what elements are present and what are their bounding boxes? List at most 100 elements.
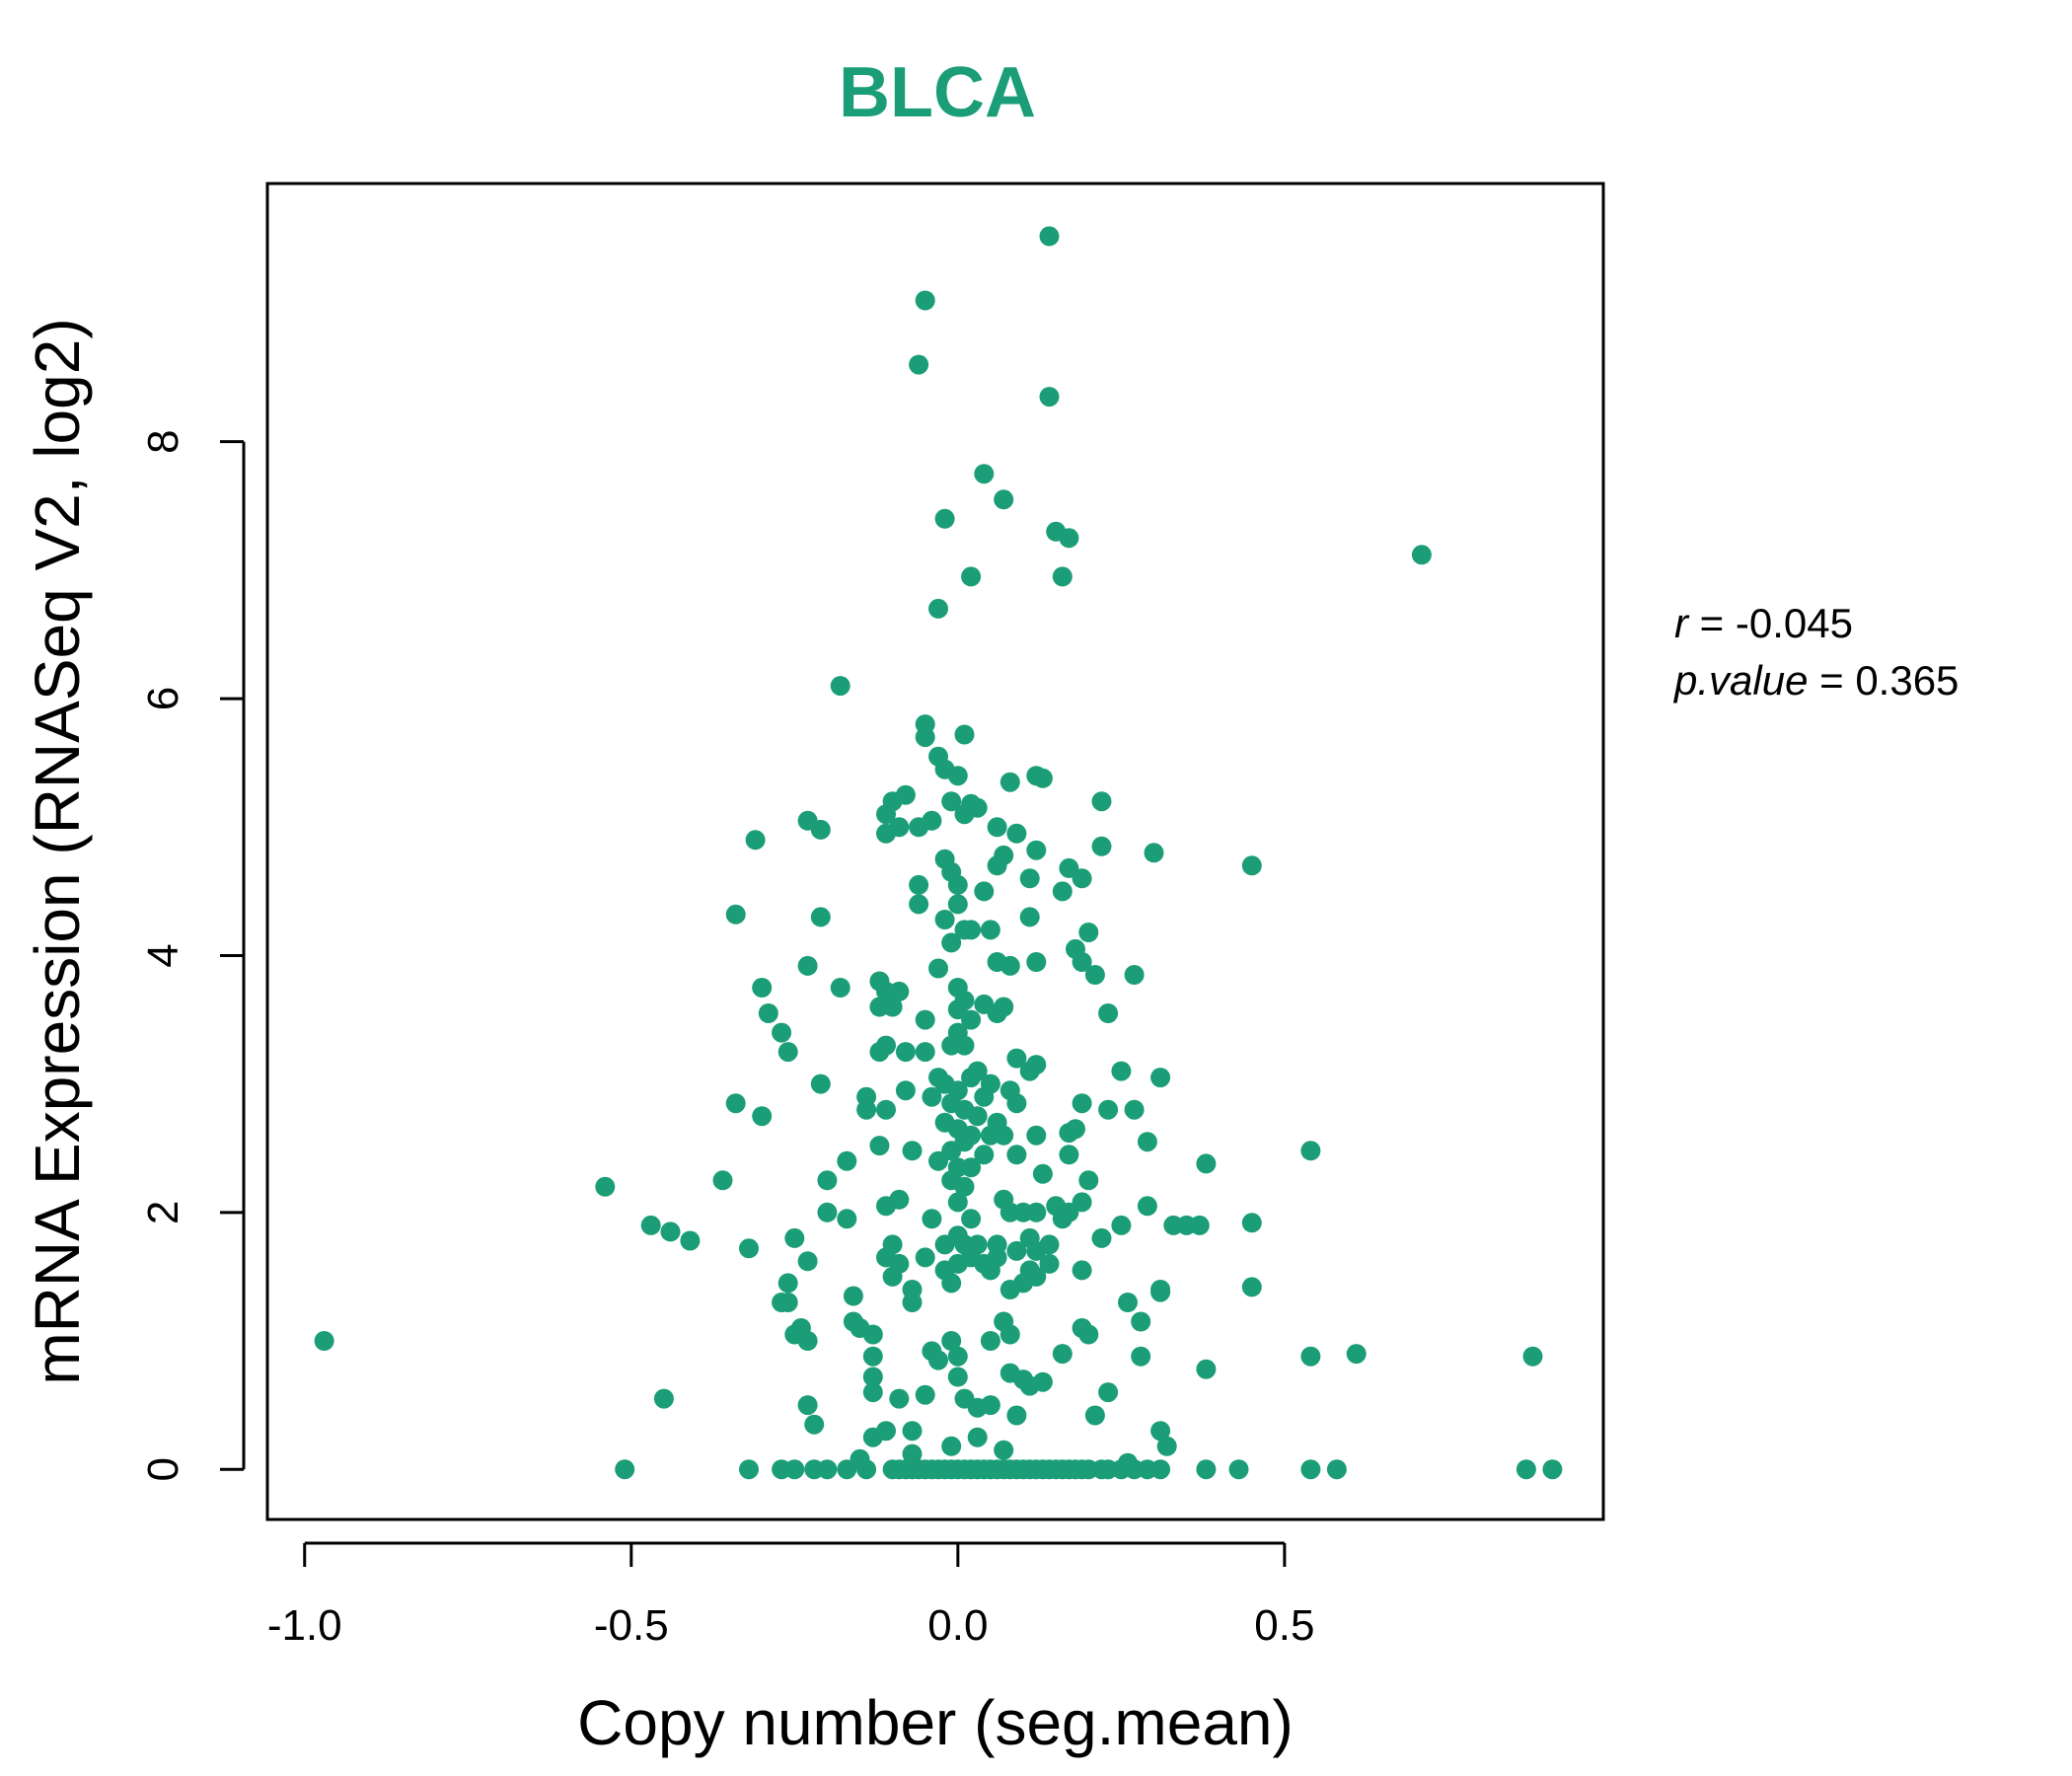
data-point	[928, 958, 948, 979]
data-point	[797, 1395, 818, 1416]
data-point	[1300, 1346, 1321, 1367]
data-point	[1300, 1459, 1321, 1480]
data-point	[1131, 1311, 1151, 1332]
data-point	[784, 1227, 805, 1248]
data-point	[967, 797, 988, 818]
stat-p-equals: =	[1808, 657, 1855, 703]
data-point	[1026, 1125, 1047, 1146]
data-point	[980, 920, 1000, 940]
data-point	[1039, 226, 1060, 247]
data-point	[1078, 1170, 1099, 1191]
data-point	[889, 1189, 910, 1210]
data-point	[1137, 1196, 1157, 1217]
data-point	[889, 817, 910, 838]
x-tick-label: -0.5	[594, 1601, 669, 1650]
data-point	[1059, 1145, 1079, 1165]
data-point	[752, 978, 773, 998]
data-point	[882, 997, 903, 1017]
data-point	[947, 766, 968, 786]
data-point	[915, 290, 935, 311]
data-point	[1228, 1459, 1249, 1480]
data-point	[1059, 528, 1079, 549]
data-point	[830, 978, 851, 998]
data-point	[856, 1099, 877, 1120]
data-point	[947, 1367, 968, 1387]
data-point	[947, 1080, 968, 1101]
data-point	[1516, 1459, 1536, 1480]
data-point	[994, 1440, 1014, 1460]
data-point	[1072, 1192, 1092, 1213]
data-point	[941, 1436, 962, 1456]
data-point	[817, 1459, 838, 1480]
data-point	[1019, 868, 1040, 889]
data-point	[1006, 1240, 1027, 1261]
chart-title: BLCA	[839, 53, 1036, 132]
data-point	[980, 1331, 1000, 1351]
data-point	[712, 1170, 733, 1191]
y-tick-label: 2	[139, 1201, 187, 1224]
data-point	[1032, 1371, 1053, 1392]
data-point	[1098, 1003, 1119, 1023]
data-point	[928, 1350, 948, 1370]
data-point	[961, 920, 982, 940]
data-point	[1072, 952, 1092, 972]
data-point	[994, 1125, 1014, 1146]
data-point	[967, 1234, 988, 1255]
data-point	[817, 1202, 838, 1222]
data-point	[967, 1106, 988, 1127]
data-point	[1124, 1099, 1145, 1120]
data-point	[1078, 923, 1099, 942]
y-tick-label: 0	[139, 1457, 187, 1481]
data-point	[772, 1022, 792, 1043]
data-point	[961, 1157, 982, 1178]
stat-r-equals: =	[1688, 600, 1736, 646]
data-point	[1131, 1346, 1151, 1367]
data-point	[1189, 1215, 1210, 1235]
data-point	[797, 1251, 818, 1272]
data-point	[1137, 1132, 1157, 1152]
data-point	[967, 1427, 988, 1447]
data-point	[974, 464, 995, 484]
data-point	[1026, 1266, 1047, 1287]
data-point	[862, 1367, 883, 1387]
data-point	[1124, 965, 1145, 985]
data-point	[915, 1247, 935, 1268]
x-tick-label: -1.0	[267, 1601, 342, 1650]
data-point	[994, 845, 1014, 865]
data-point	[895, 1042, 916, 1063]
data-point	[934, 508, 955, 529]
data-point	[909, 874, 929, 895]
data-point	[752, 1106, 773, 1127]
data-point	[1300, 1141, 1321, 1161]
data-point	[1026, 840, 1047, 860]
x-axis-label: Copy number (seg.mean)	[577, 1687, 1294, 1758]
data-point	[725, 904, 746, 925]
stat-p: p.value = 0.365	[1672, 657, 1959, 703]
data-point	[1039, 1253, 1060, 1274]
data-point	[843, 1286, 863, 1306]
data-point	[1084, 965, 1105, 985]
data-point	[680, 1230, 701, 1251]
data-point	[314, 1331, 334, 1351]
data-point	[1006, 1405, 1027, 1426]
data-point	[941, 1331, 962, 1351]
data-point	[987, 817, 1007, 838]
data-point	[1052, 881, 1073, 902]
data-point	[1196, 1359, 1217, 1379]
data-point	[1196, 1459, 1217, 1480]
data-point	[941, 791, 962, 812]
data-point	[889, 1388, 910, 1409]
data-point	[1150, 1282, 1171, 1302]
data-point	[1032, 1163, 1053, 1184]
data-point	[980, 1395, 1000, 1416]
data-point	[902, 1293, 923, 1312]
data-point	[928, 598, 948, 619]
points-layer	[314, 226, 1563, 1480]
data-point	[1032, 768, 1053, 788]
y-axis: 0 2 4 6 8	[139, 429, 246, 1481]
data-point	[947, 894, 968, 915]
data-point	[922, 810, 942, 831]
data-point	[1150, 1068, 1171, 1088]
data-point	[947, 1346, 968, 1367]
